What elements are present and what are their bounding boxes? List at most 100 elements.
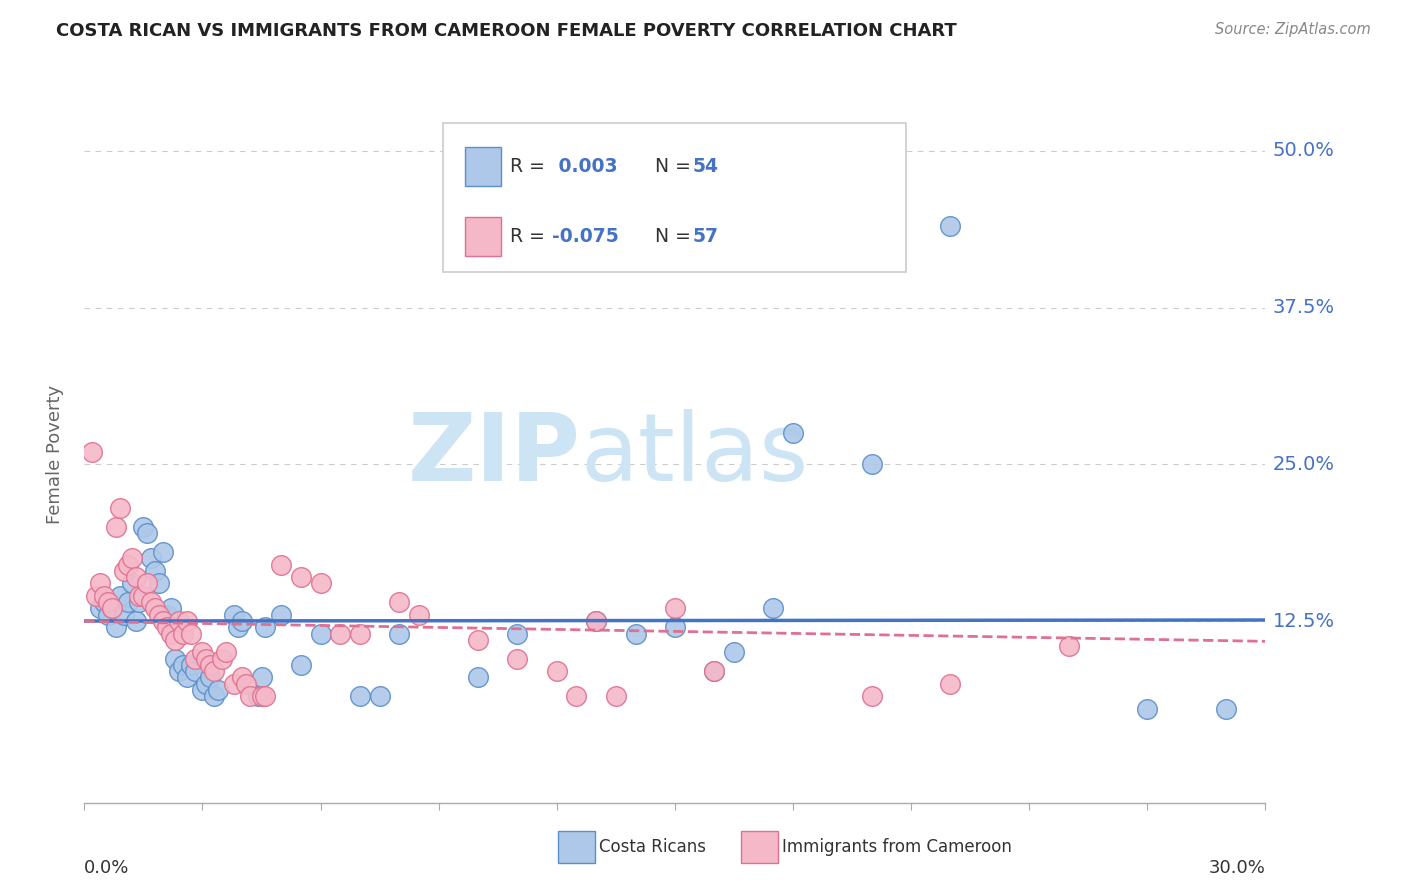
Point	[585, 614, 607, 628]
Point	[624, 626, 647, 640]
Point	[231, 670, 253, 684]
Text: R =: R =	[509, 157, 550, 177]
Text: 54: 54	[692, 157, 718, 177]
Point	[112, 607, 135, 622]
Point	[200, 670, 222, 684]
Text: 0.0%: 0.0%	[84, 859, 129, 877]
Point	[101, 601, 124, 615]
Point	[254, 690, 277, 704]
Point	[1215, 702, 1237, 716]
Point	[167, 664, 190, 678]
Point	[121, 576, 143, 591]
Point	[250, 670, 273, 684]
Point	[108, 501, 131, 516]
Point	[860, 458, 883, 472]
Point	[467, 632, 489, 647]
Point	[239, 690, 262, 704]
Y-axis label: Female Poverty: Female Poverty	[45, 385, 63, 524]
Point	[152, 614, 174, 628]
Point	[156, 607, 179, 622]
Point	[1057, 639, 1080, 653]
Point	[191, 683, 214, 698]
Point	[93, 589, 115, 603]
Point	[160, 626, 183, 640]
Point	[1136, 702, 1159, 716]
Point	[191, 645, 214, 659]
Point	[703, 664, 725, 678]
Point	[141, 595, 163, 609]
Point	[506, 651, 529, 665]
Text: 57: 57	[692, 227, 718, 246]
Point	[309, 626, 332, 640]
Point	[97, 595, 120, 609]
Point	[180, 626, 202, 640]
Point	[172, 626, 194, 640]
Point	[121, 551, 143, 566]
Text: 30.0%: 30.0%	[1209, 859, 1265, 877]
Point	[124, 570, 146, 584]
Point	[89, 601, 111, 615]
Point	[180, 657, 202, 672]
Text: Immigrants from Cameroon: Immigrants from Cameroon	[782, 838, 1011, 856]
Text: -0.075: -0.075	[551, 227, 619, 246]
Point	[215, 645, 238, 659]
Text: 50.0%: 50.0%	[1272, 142, 1334, 161]
Point	[101, 601, 124, 615]
Point	[723, 645, 745, 659]
Point	[112, 564, 135, 578]
Point	[132, 589, 155, 603]
Text: Source: ZipAtlas.com: Source: ZipAtlas.com	[1215, 22, 1371, 37]
Point	[195, 676, 218, 690]
Point	[104, 520, 127, 534]
Point	[290, 657, 312, 672]
Text: atlas: atlas	[581, 409, 808, 501]
Point	[128, 589, 150, 603]
Point	[939, 219, 962, 234]
Point	[782, 425, 804, 440]
Point	[202, 690, 225, 704]
Point	[183, 664, 205, 678]
Point	[200, 657, 222, 672]
Point	[254, 620, 277, 634]
Point	[128, 595, 150, 609]
Point	[506, 626, 529, 640]
Point	[176, 670, 198, 684]
Text: 12.5%: 12.5%	[1272, 612, 1334, 631]
Point	[546, 664, 568, 678]
Point	[97, 607, 120, 622]
Point	[160, 601, 183, 615]
Point	[565, 690, 588, 704]
Point	[605, 690, 627, 704]
Point	[388, 595, 411, 609]
Point	[250, 690, 273, 704]
Point	[176, 614, 198, 628]
Point	[104, 620, 127, 634]
Point	[585, 614, 607, 628]
Point	[226, 620, 249, 634]
Point	[664, 601, 686, 615]
Text: N =: N =	[643, 157, 697, 177]
Point	[211, 651, 233, 665]
Point	[167, 614, 190, 628]
Point	[222, 676, 245, 690]
Point	[195, 651, 218, 665]
Text: 0.003: 0.003	[551, 157, 617, 177]
Point	[108, 589, 131, 603]
Text: COSTA RICAN VS IMMIGRANTS FROM CAMEROON FEMALE POVERTY CORRELATION CHART: COSTA RICAN VS IMMIGRANTS FROM CAMEROON …	[56, 22, 957, 40]
Point	[231, 614, 253, 628]
Point	[82, 444, 104, 458]
Point	[270, 558, 292, 572]
Point	[117, 558, 139, 572]
Text: Costa Ricans: Costa Ricans	[599, 838, 706, 856]
Point	[860, 690, 883, 704]
Point	[388, 626, 411, 640]
Point	[117, 595, 139, 609]
Point	[349, 690, 371, 704]
Point	[246, 690, 269, 704]
Point	[703, 664, 725, 678]
Point	[136, 576, 159, 591]
Text: N =: N =	[643, 227, 697, 246]
Point	[762, 601, 785, 615]
Point	[163, 651, 186, 665]
Point	[270, 607, 292, 622]
